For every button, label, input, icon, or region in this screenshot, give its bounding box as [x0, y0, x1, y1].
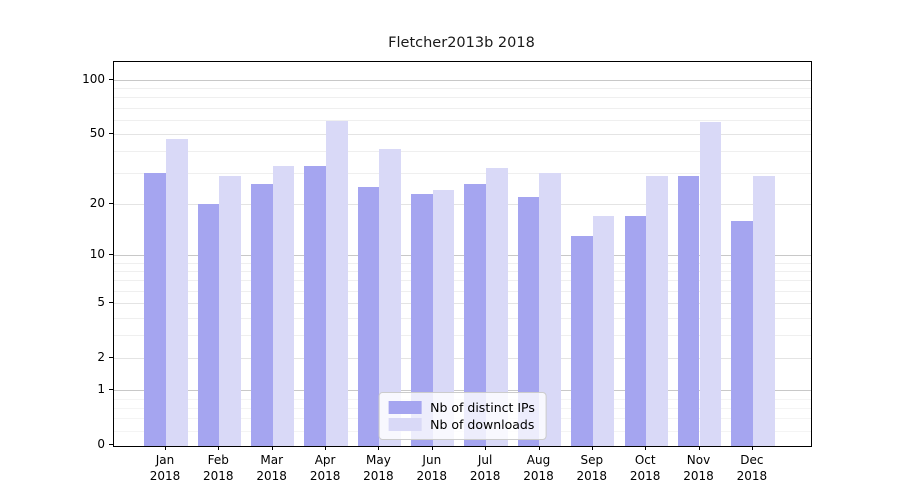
x-axis-tick-label: Jun 2018: [416, 453, 448, 483]
x-axis-tick-label: Jul 2018: [469, 453, 501, 483]
bar-downloads: [326, 121, 348, 446]
y-axis-tick-mark: [109, 254, 113, 256]
legend-label-distinct-ips: Nb of distinct IPs: [430, 400, 535, 415]
bar-distinct-ips: [517, 196, 540, 446]
bar-distinct-ips: [624, 216, 647, 446]
bar-distinct-ips: [304, 165, 327, 446]
bar-distinct-ips: [251, 184, 273, 446]
x-axis-tick-mark: [538, 446, 540, 450]
gridline-minor: [114, 335, 811, 337]
y-axis-tick-label: 0: [97, 437, 105, 451]
gridline-minor: [114, 119, 811, 121]
gridline-major: [114, 303, 811, 305]
gridline-minor: [114, 262, 811, 264]
x-axis-tick-label: Jan 2018: [149, 453, 181, 483]
bar-downloads: [752, 175, 775, 446]
y-axis-tick-mark: [109, 444, 113, 445]
x-axis-tick-label: Mar 2018: [256, 453, 287, 483]
legend-swatch-downloads: [388, 418, 422, 431]
y-axis-tick-mark: [109, 389, 113, 391]
bar-distinct-ips: [357, 187, 380, 446]
bar-distinct-ips: [197, 204, 220, 446]
legend-item-downloads: Nb of downloads: [388, 416, 535, 433]
x-axis-tick-label: May 2018: [363, 453, 394, 483]
x-axis-tick-label: Dec 2018: [736, 453, 768, 483]
x-axis-tick-mark: [645, 446, 647, 450]
x-axis-tick-mark: [751, 446, 753, 450]
x-axis-tick-mark: [325, 446, 327, 450]
bar-downloads: [379, 149, 402, 446]
bar-downloads: [219, 175, 241, 446]
gridline-minor: [114, 151, 811, 153]
legend: Nb of distinct IPs Nb of downloads: [378, 392, 547, 440]
bar-distinct-ips: [464, 184, 487, 446]
bar-downloads: [699, 122, 722, 446]
gridline-minor: [114, 173, 811, 175]
y-axis-tick-mark: [109, 357, 113, 359]
x-axis-tick-mark: [591, 446, 593, 450]
y-axis-tick-mark: [109, 302, 113, 304]
gridline-major: [114, 255, 811, 257]
gridline-minor: [114, 280, 811, 282]
x-axis-tick-label: Aug 2018: [523, 453, 554, 483]
x-axis-tick-mark: [485, 446, 487, 450]
gridline-major: [114, 133, 811, 135]
x-axis-tick-mark: [698, 446, 700, 450]
bar-distinct-ips: [144, 173, 166, 446]
gridline-major: [114, 358, 811, 360]
bar-downloads: [646, 175, 668, 446]
gridline-minor: [114, 291, 811, 292]
y-axis-tick-mark: [109, 78, 113, 80]
x-axis-tick-label: Sep 2018: [576, 453, 608, 483]
bar-distinct-ips: [411, 193, 433, 446]
x-axis-tick-label: Feb 2018: [203, 453, 234, 483]
x-axis-tick-mark: [218, 446, 220, 450]
x-axis-tick-mark: [431, 446, 433, 450]
gridline-minor: [114, 107, 811, 109]
gridline-major: [114, 204, 811, 206]
gridline-major: [114, 390, 811, 392]
y-axis-tick-label: 20: [89, 196, 105, 211]
gridline-major: [114, 79, 811, 81]
x-axis-tick-label: Nov 2018: [683, 453, 714, 483]
bar-distinct-ips: [571, 236, 593, 446]
x-axis-tick-mark: [165, 446, 166, 450]
x-axis-tick-label: Oct 2018: [629, 453, 661, 483]
bar-downloads: [539, 173, 562, 446]
legend-label-downloads: Nb of downloads: [430, 417, 535, 432]
y-axis-tick-mark: [109, 203, 113, 205]
y-axis-tick-mark: [109, 132, 113, 134]
gridline-minor: [114, 97, 811, 99]
x-axis-tick-mark: [378, 446, 380, 450]
y-axis-tick-label: 2: [97, 350, 105, 365]
y-axis-tick-label: 100: [82, 71, 105, 86]
chart-title: Fletcher2013b 2018: [388, 35, 535, 51]
bar-distinct-ips: [677, 175, 700, 446]
bar-downloads: [486, 168, 508, 446]
x-axis-tick-mark: [271, 446, 273, 450]
bar-downloads: [166, 138, 188, 446]
bar-distinct-ips: [731, 220, 753, 446]
bar-downloads: [592, 216, 615, 446]
gridline-minor: [114, 317, 811, 319]
gridline-minor: [114, 88, 811, 89]
gridline-minor: [114, 271, 811, 273]
x-axis-tick-label: Apr 2018: [309, 453, 341, 483]
bar-downloads: [272, 165, 295, 446]
y-axis-tick-label: 5: [97, 295, 105, 310]
y-axis-tick-label: 50: [89, 125, 105, 140]
y-axis-tick-label: 10: [89, 247, 105, 262]
y-axis-tick-label: 1: [97, 382, 105, 397]
legend-swatch-distinct-ips: [388, 401, 422, 414]
bar-downloads: [432, 190, 455, 446]
plot-area: Nb of distinct IPs Nb of downloads: [113, 61, 812, 447]
legend-item-distinct-ips: Nb of distinct IPs: [388, 399, 535, 416]
